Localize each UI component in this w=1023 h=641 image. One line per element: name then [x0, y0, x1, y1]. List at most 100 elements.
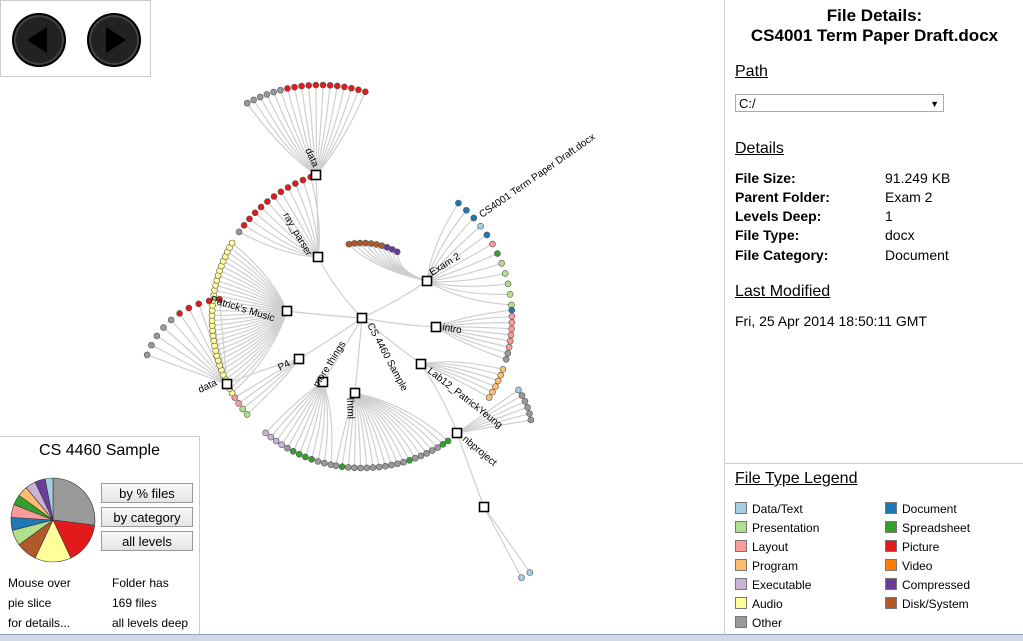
file-leaf[interactable] — [509, 313, 515, 319]
file-leaf[interactable] — [484, 232, 490, 238]
file-leaf[interactable] — [489, 389, 495, 395]
file-leaf[interactable] — [271, 194, 277, 200]
file-leaf[interactable] — [148, 342, 154, 348]
file-leaf[interactable] — [515, 387, 521, 393]
file-leaf[interactable] — [418, 453, 424, 459]
back-button[interactable] — [12, 13, 66, 67]
file-leaf[interactable] — [273, 438, 279, 444]
file-leaf[interactable] — [291, 84, 297, 90]
file-leaf[interactable] — [246, 216, 252, 222]
file-leaf[interactable] — [279, 442, 285, 448]
file-leaf[interactable] — [509, 326, 515, 332]
file-leaf[interactable] — [277, 87, 283, 93]
file-leaf[interactable] — [394, 461, 400, 467]
file-type-pie-chart[interactable] — [8, 475, 98, 565]
file-leaf[interactable] — [229, 240, 235, 246]
folder-node[interactable] — [314, 253, 323, 262]
file-leaf[interactable] — [499, 260, 505, 266]
folder-node[interactable] — [453, 429, 462, 438]
file-leaf[interactable] — [306, 82, 312, 88]
path-select[interactable]: C:/ ▼ — [735, 94, 944, 112]
forward-button[interactable] — [87, 13, 141, 67]
file-leaf[interactable] — [503, 356, 509, 362]
file-leaf[interactable] — [328, 462, 334, 468]
file-leaf[interactable] — [161, 324, 167, 330]
file-leaf[interactable] — [373, 241, 379, 247]
file-leaf[interactable] — [494, 251, 500, 257]
file-leaf[interactable] — [302, 454, 308, 460]
file-leaf[interactable] — [236, 229, 242, 235]
file-leaf[interactable] — [507, 291, 513, 297]
file-leaf[interactable] — [455, 200, 461, 206]
folder-node[interactable] — [423, 277, 432, 286]
file-leaf[interactable] — [196, 301, 202, 307]
file-leaf[interactable] — [394, 249, 400, 255]
file-leaf[interactable] — [296, 451, 302, 457]
file-leaf[interactable] — [320, 82, 326, 88]
by-category-button[interactable]: by category — [101, 507, 193, 527]
file-leaf[interactable] — [435, 445, 441, 451]
file-leaf[interactable] — [505, 350, 511, 356]
file-leaf[interactable] — [519, 393, 525, 399]
file-leaf[interactable] — [505, 281, 511, 287]
file-leaf[interactable] — [290, 448, 296, 454]
file-leaf[interactable] — [285, 185, 291, 191]
file-leaf[interactable] — [313, 82, 319, 88]
file-leaf[interactable] — [486, 394, 492, 400]
folder-node[interactable] — [295, 355, 304, 364]
file-leaf[interactable] — [528, 417, 534, 423]
file-leaf[interactable] — [506, 344, 512, 350]
file-leaf[interactable] — [154, 333, 160, 339]
by-percent-files-button[interactable]: by % files — [101, 483, 193, 503]
file-leaf[interactable] — [258, 204, 264, 210]
file-leaf[interactable] — [252, 210, 258, 216]
file-leaf[interactable] — [321, 460, 327, 466]
file-leaf[interactable] — [168, 317, 174, 323]
file-leaf[interactable] — [240, 406, 246, 412]
file-leaf[interactable] — [382, 463, 388, 469]
file-leaf[interactable] — [264, 91, 270, 97]
pie-slice[interactable] — [53, 478, 95, 525]
file-leaf[interactable] — [507, 338, 513, 344]
file-leaf[interactable] — [412, 455, 418, 461]
file-leaf[interactable] — [271, 89, 277, 95]
file-leaf[interactable] — [284, 445, 290, 451]
file-leaf[interactable] — [509, 307, 515, 313]
file-leaf[interactable] — [445, 438, 451, 444]
file-leaf[interactable] — [508, 332, 514, 338]
file-leaf[interactable] — [495, 378, 501, 384]
folder-node[interactable] — [351, 389, 360, 398]
file-leaf[interactable] — [241, 222, 247, 228]
file-leaf[interactable] — [519, 575, 525, 581]
file-leaf[interactable] — [263, 430, 269, 436]
file-leaf[interactable] — [348, 85, 354, 91]
all-levels-button[interactable]: all levels — [101, 531, 193, 551]
file-leaf[interactable] — [236, 400, 242, 406]
file-leaf[interactable] — [278, 189, 284, 195]
file-leaf[interactable] — [406, 457, 412, 463]
file-leaf[interactable] — [527, 570, 533, 576]
file-leaf[interactable] — [524, 404, 530, 410]
file-leaf[interactable] — [292, 181, 298, 187]
file-leaf[interactable] — [498, 372, 504, 378]
file-leaf[interactable] — [268, 434, 274, 440]
file-leaf[interactable] — [362, 89, 368, 95]
file-leaf[interactable] — [424, 450, 430, 456]
file-leaf[interactable] — [500, 366, 506, 372]
file-leaf[interactable] — [368, 241, 374, 247]
file-leaf[interactable] — [327, 82, 333, 88]
file-leaf[interactable] — [358, 465, 364, 471]
file-leaf[interactable] — [478, 223, 484, 229]
file-leaf[interactable] — [429, 448, 435, 454]
file-leaf[interactable] — [388, 462, 394, 468]
folder-node[interactable] — [358, 314, 367, 323]
file-leaf[interactable] — [376, 464, 382, 470]
file-leaf[interactable] — [502, 270, 508, 276]
file-leaf[interactable] — [492, 384, 498, 390]
file-leaf[interactable] — [463, 207, 469, 213]
folder-node[interactable] — [480, 503, 489, 512]
file-leaf[interactable] — [251, 97, 257, 103]
file-leaf[interactable] — [299, 83, 305, 89]
file-leaf[interactable] — [257, 94, 263, 100]
file-leaf[interactable] — [284, 85, 290, 91]
